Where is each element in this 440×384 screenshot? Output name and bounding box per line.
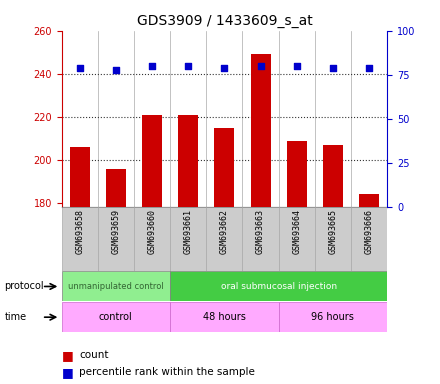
Bar	[359, 194, 379, 207]
Text: unmanipulated control: unmanipulated control	[68, 282, 164, 291]
Bar	[106, 169, 126, 207]
Text: protocol: protocol	[4, 281, 44, 291]
Point	[257, 63, 264, 69]
Bar	[70, 147, 90, 207]
Title: GDS3909 / 1433609_s_at: GDS3909 / 1433609_s_at	[136, 14, 312, 28]
Bar	[62, 271, 170, 301]
Point	[221, 65, 228, 71]
Text: GSM693658: GSM693658	[75, 209, 84, 254]
Bar	[134, 207, 170, 271]
Bar	[206, 207, 242, 271]
Text: ■: ■	[62, 349, 73, 362]
Bar	[170, 207, 206, 271]
Text: control: control	[99, 312, 133, 322]
Bar	[98, 207, 134, 271]
Text: ■: ■	[62, 366, 73, 379]
Bar	[62, 207, 98, 271]
Text: oral submucosal injection: oral submucosal injection	[220, 282, 337, 291]
Text: GSM693660: GSM693660	[147, 209, 157, 254]
Point	[149, 63, 156, 69]
Point	[366, 65, 373, 71]
Text: 96 hours: 96 hours	[312, 312, 354, 322]
Point	[330, 65, 337, 71]
Point	[76, 65, 83, 71]
Bar	[251, 55, 271, 207]
Point	[185, 63, 192, 69]
Text: GSM693665: GSM693665	[328, 209, 337, 254]
Bar	[214, 127, 235, 207]
Text: GSM693661: GSM693661	[184, 209, 193, 254]
Bar	[142, 115, 162, 207]
Bar	[178, 115, 198, 207]
Text: GSM693663: GSM693663	[256, 209, 265, 254]
Text: GSM693659: GSM693659	[111, 209, 121, 254]
Text: percentile rank within the sample: percentile rank within the sample	[79, 367, 255, 377]
Point	[112, 66, 119, 73]
Text: count: count	[79, 350, 109, 360]
Bar	[62, 302, 170, 332]
Bar	[279, 302, 387, 332]
Text: GSM693664: GSM693664	[292, 209, 301, 254]
Bar	[315, 207, 351, 271]
Point	[293, 63, 300, 69]
Bar	[323, 145, 343, 207]
Text: GSM693666: GSM693666	[365, 209, 374, 254]
Bar	[279, 207, 315, 271]
Bar	[170, 271, 387, 301]
Bar	[242, 207, 279, 271]
Bar	[351, 207, 387, 271]
Text: time: time	[4, 312, 26, 322]
Text: GSM693662: GSM693662	[220, 209, 229, 254]
Bar	[170, 302, 279, 332]
Text: 48 hours: 48 hours	[203, 312, 246, 322]
Bar	[287, 141, 307, 207]
